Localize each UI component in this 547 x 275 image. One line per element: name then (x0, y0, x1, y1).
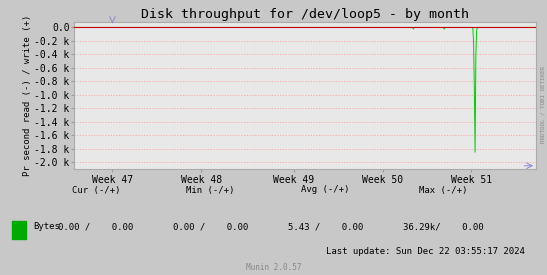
Text: Max (-/+): Max (-/+) (419, 186, 467, 194)
Text: 5.43 /    0.00: 5.43 / 0.00 (288, 222, 363, 231)
Text: Cur (-/+): Cur (-/+) (72, 186, 120, 194)
Text: 0.00 /    0.00: 0.00 / 0.00 (173, 222, 248, 231)
Title: Disk throughput for /dev/loop5 - by month: Disk throughput for /dev/loop5 - by mont… (141, 8, 469, 21)
Text: Munin 2.0.57: Munin 2.0.57 (246, 263, 301, 271)
Text: Avg (-/+): Avg (-/+) (301, 186, 350, 194)
Text: Last update: Sun Dec 22 03:55:17 2024: Last update: Sun Dec 22 03:55:17 2024 (326, 247, 525, 256)
Text: 36.29k/    0.00: 36.29k/ 0.00 (403, 222, 484, 231)
Text: 0.00 /    0.00: 0.00 / 0.00 (58, 222, 133, 231)
Text: Min (-/+): Min (-/+) (187, 186, 235, 194)
Y-axis label: Pr second read (-) / write (+): Pr second read (-) / write (+) (22, 15, 32, 176)
Text: Bytes: Bytes (33, 222, 60, 231)
Text: RRDTOOL / TOBI OETIKER: RRDTOOL / TOBI OETIKER (540, 66, 546, 143)
